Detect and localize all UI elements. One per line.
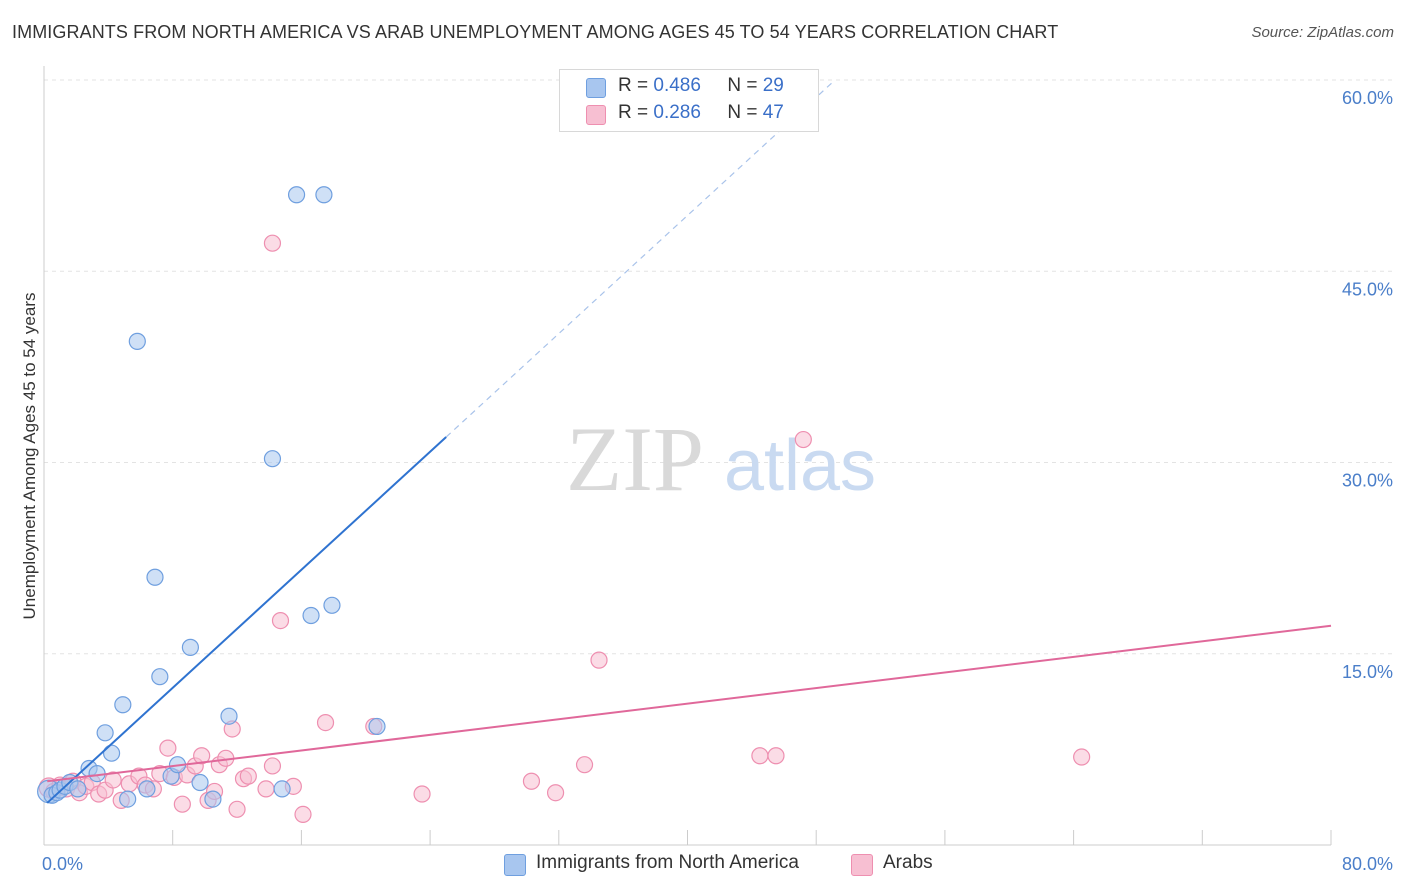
stats-legend: R = 0.486 N = 29 R = 0.286 N = 47 <box>559 69 819 132</box>
arabs-point <box>104 771 122 789</box>
watermark-zip: ZIP <box>566 408 704 510</box>
legend-r-value: 0.286 <box>653 102 701 123</box>
y-tick-label: 60.0% <box>1342 88 1393 108</box>
arabs-point <box>767 747 785 765</box>
legend-r-label: R = <box>618 75 649 96</box>
legend-swatch-immigrants <box>586 78 606 98</box>
immigrants-point <box>191 773 209 792</box>
source-label: Source: ZipAtlas.com <box>1251 24 1394 41</box>
immigrants-point <box>181 638 199 656</box>
immigrants-trend-line <box>46 436 447 804</box>
chart-title: IMMIGRANTS FROM NORTH AMERICA VS ARAB UN… <box>12 22 1059 42</box>
immigrants-point <box>96 724 114 742</box>
arabs-trend-line <box>47 624 1332 783</box>
watermark: ZIP atlas <box>566 408 876 510</box>
y-tick-label: 30.0% <box>1342 471 1393 491</box>
arabs-point <box>228 800 246 818</box>
immigrants-point <box>273 780 291 798</box>
arabs-point <box>413 785 431 803</box>
legend-swatch-arabs <box>586 105 606 125</box>
immigrants-trend-extension <box>445 82 833 438</box>
bottom-legend-swatch-immigrants <box>504 854 526 876</box>
arabs-point <box>590 651 608 669</box>
arabs-points <box>38 234 1091 824</box>
immigrants-point <box>302 606 320 625</box>
arabs-point <box>239 767 257 785</box>
immigrants-point <box>138 780 156 798</box>
arabs-point <box>294 805 312 824</box>
immigrants-point <box>315 186 333 204</box>
trend-lines <box>46 82 1332 804</box>
grid-lines <box>44 79 1395 655</box>
arabs-point <box>271 611 290 630</box>
axes <box>43 66 1332 846</box>
arabs-point <box>263 757 282 775</box>
immigrants-points <box>37 186 386 808</box>
immigrants-point <box>220 707 238 725</box>
arabs-point <box>316 713 335 732</box>
y-tick-label: 15.0% <box>1342 662 1393 682</box>
immigrants-point <box>323 596 341 614</box>
immigrants-point <box>128 332 146 350</box>
immigrants-point <box>204 790 222 808</box>
immigrants-point <box>263 450 282 468</box>
immigrants-point <box>146 568 164 586</box>
arabs-point <box>193 747 211 765</box>
arabs-point <box>257 780 275 798</box>
arabs-point <box>751 747 769 765</box>
arabs-point <box>546 784 565 802</box>
arabs-point <box>1073 748 1091 766</box>
arabs-point <box>522 772 541 790</box>
legend-r-label: R = <box>618 102 649 123</box>
arabs-point <box>173 795 191 813</box>
immigrants-point <box>114 696 132 714</box>
x-tick-label: 0.0% <box>42 854 83 874</box>
legend-n-value: 47 <box>762 102 784 123</box>
legend-r-value: 0.486 <box>653 75 701 96</box>
y-tick-labels: 15.0% 30.0% 45.0% 60.0% <box>1342 88 1393 682</box>
legend-n-value: 29 <box>762 75 784 96</box>
arabs-point <box>575 756 594 774</box>
arabs-point <box>159 739 177 757</box>
x-tick-label: 80.0% <box>1342 854 1393 874</box>
immigrants-point <box>151 668 169 686</box>
bottom-legend-swatch-arabs <box>851 854 873 876</box>
legend-n-label: N = <box>727 75 758 96</box>
arabs-point <box>263 234 282 252</box>
x-tick-labels: 0.0% 80.0% <box>42 854 1393 874</box>
bottom-legend-label-arabs: Arabs <box>883 852 933 873</box>
immigrants-point <box>119 790 137 808</box>
bottom-legend-label-immigrants: Immigrants from North America <box>536 852 799 873</box>
legend-n-label: N = <box>727 102 758 123</box>
immigrants-point <box>102 744 121 762</box>
immigrants-point <box>287 186 306 204</box>
arabs-point <box>794 430 812 449</box>
y-tick-label: 45.0% <box>1342 279 1393 299</box>
immigrants-point <box>368 717 386 736</box>
immigrants-point <box>69 780 87 798</box>
